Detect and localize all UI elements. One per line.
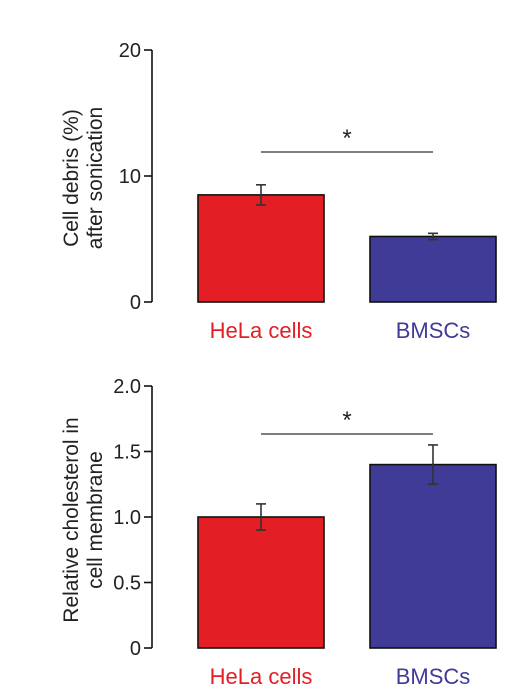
- y-tick-label: 10: [119, 166, 141, 188]
- y-tick-label: 0: [130, 638, 141, 660]
- significance-star: *: [342, 125, 351, 152]
- y-axis-label: cell membrane: [84, 451, 107, 589]
- y-axis-label: Cell debris (%): [60, 109, 83, 247]
- bar-hela: [197, 194, 325, 303]
- bar-hela: [197, 516, 325, 649]
- bar-bmscs: [369, 235, 497, 303]
- category-label: BMSCs: [396, 318, 471, 343]
- y-tick-label: 1.5: [113, 442, 141, 464]
- category-label: HeLa cells: [210, 664, 313, 689]
- chart-panel-2: 0 0.5 1.0 1.5 2.0 Relative cholesterol in cell…: [60, 376, 497, 689]
- category-label: HeLa cells: [210, 318, 313, 343]
- y-tick-label: 0.5: [113, 573, 141, 595]
- y-tick-label: 20: [119, 40, 141, 62]
- bar-bmscs: [369, 463, 497, 649]
- y-tick-label: 0: [130, 292, 141, 314]
- y-axis-label: after sonication: [84, 107, 107, 249]
- significance-star: *: [342, 407, 351, 434]
- chart-panel-1: 0 10 20 Cell debris (%) after sonication HeLa…: [60, 40, 497, 343]
- y-axis-label: Relative cholesterol in: [60, 417, 83, 622]
- y-tick-label: 2.0: [113, 376, 141, 398]
- category-label: BMSCs: [396, 664, 471, 689]
- y-tick-label: 1.0: [113, 507, 141, 529]
